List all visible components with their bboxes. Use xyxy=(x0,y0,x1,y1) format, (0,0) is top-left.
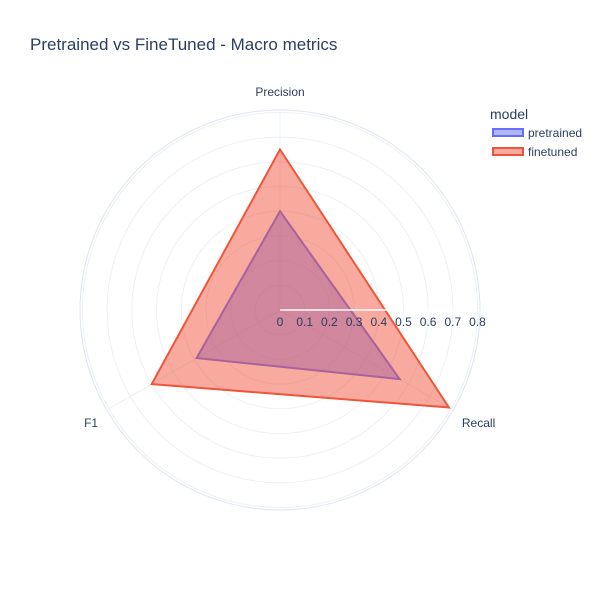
series-finetuned-polygon xyxy=(150,147,451,409)
radial-tick-4: 0.4 xyxy=(370,315,387,329)
axis-label-recall: Recall xyxy=(462,416,495,430)
legend-item-finetuned[interactable]: finetuned xyxy=(492,145,577,159)
axis-label-precision: Precision xyxy=(255,85,304,99)
radial-tick-7: 0.7 xyxy=(444,315,461,329)
radial-tick-2: 0.2 xyxy=(321,315,338,329)
radial-tick-labels: 0 0.1 0.2 0.3 0.4 0.5 0.6 0.7 0.8 xyxy=(277,309,486,329)
chart-title: Pretrained vs FineTuned - Macro metrics xyxy=(30,35,337,54)
legend-label-pretrained: pretrained xyxy=(528,126,582,140)
radial-tick-3: 0.3 xyxy=(346,315,363,329)
radial-tick-1: 0.1 xyxy=(296,315,313,329)
legend-item-pretrained[interactable]: pretrained xyxy=(492,126,582,140)
legend-title: model xyxy=(490,106,528,122)
legend: model pretrained finetuned xyxy=(490,106,582,159)
radial-tick-8: 0.8 xyxy=(469,315,486,329)
legend-swatch-finetuned xyxy=(492,147,524,156)
radial-tick-0: 0 xyxy=(277,315,284,329)
axis-label-f1: F1 xyxy=(84,416,98,430)
angular-axis-labels: Precision Recall F1 xyxy=(84,85,495,430)
legend-label-finetuned: finetuned xyxy=(528,145,577,159)
radial-tick-6: 0.6 xyxy=(420,315,437,329)
legend-swatch-pretrained xyxy=(492,128,524,137)
series-layer xyxy=(150,147,451,409)
radial-tick-5: 0.5 xyxy=(395,315,412,329)
